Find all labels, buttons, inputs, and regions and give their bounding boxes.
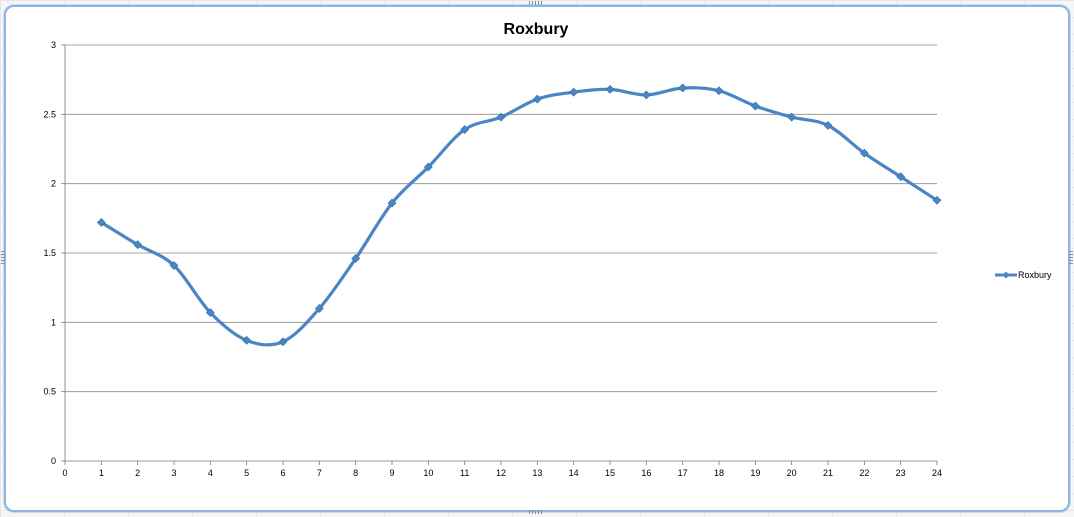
data-point [932,195,942,205]
y-tick-label: 2 [51,179,56,189]
x-axis: 0 1 2 3 4 5 6 7 8 9 10 11 12 13 14 15 16 17 18 19 20 21 22 23 24 [62,460,942,478]
data-point [859,148,869,158]
x-tick-label: 8 [353,468,358,478]
data-point [532,94,542,104]
y-tick-label: 1 [51,317,56,327]
data-point [823,121,833,130]
x-tick-label: 5 [244,468,249,478]
x-tick-label: 9 [389,468,394,478]
data-point [569,87,579,97]
x-tick-label: 24 [932,468,942,478]
x-tick-label: 12 [496,468,506,478]
x-tick-label: 13 [532,468,542,478]
data-point [351,254,361,263]
data-point [896,172,906,182]
x-tick-label: 23 [896,468,906,478]
data-point [278,337,288,347]
x-tick-label: 17 [678,468,688,478]
data-point [496,112,506,122]
x-tick-label: 16 [641,468,651,478]
series-group [96,83,942,347]
x-tick-label: 7 [317,468,322,478]
x-tick-label: 10 [423,468,433,478]
x-tick-label: 1 [99,468,104,478]
y-tick-label: 1.5 [43,248,56,258]
data-point [641,90,651,100]
legend: Roxbury [995,270,1052,280]
resize-handle-right[interactable] [1069,251,1073,265]
data-point [787,112,797,122]
x-tick-label: 21 [823,468,833,478]
data-point [678,83,688,93]
data-point [205,308,215,318]
data-point [387,198,397,208]
y-axis: 0 0.5 1 1.5 2 2.5 3 [43,40,66,466]
x-tick-label: 15 [605,468,615,478]
data-point [169,261,179,270]
y-tick-label: 2.5 [43,109,56,119]
resize-handle-bottom[interactable] [529,510,543,514]
x-tick-label: 2 [135,468,140,478]
resize-handle-top[interactable] [529,1,543,5]
resize-handle-left[interactable] [1,251,5,265]
data-point [605,84,615,94]
data-point [133,240,143,250]
x-tick-label: 3 [171,468,176,478]
chart-frame[interactable] [4,5,1070,512]
data-point [460,125,470,135]
x-tick-label: 4 [208,468,213,478]
x-tick-label: 18 [714,468,724,478]
y-tick-label: 0 [51,456,56,466]
x-tick-label: 0 [62,468,67,478]
data-point [314,304,324,313]
x-tick-label: 6 [280,468,285,478]
data-point [423,162,433,172]
data-point [750,101,760,111]
data-point [96,218,106,227]
legend-label: Roxbury [1018,270,1052,280]
x-tick-label: 19 [750,468,760,478]
y-tick-label: 3 [51,40,56,50]
gridlines [65,44,937,393]
x-tick-label: 22 [859,468,869,478]
x-tick-label: 20 [787,468,797,478]
legend-marker [1002,271,1010,279]
x-tick-label: 14 [569,468,579,478]
series-line-roxbury [99,86,939,347]
y-tick-label: 0.5 [43,387,56,397]
data-point [242,335,252,345]
data-point [714,86,724,96]
x-tick-label: 11 [460,468,469,478]
chart-title: Roxbury [504,21,569,38]
